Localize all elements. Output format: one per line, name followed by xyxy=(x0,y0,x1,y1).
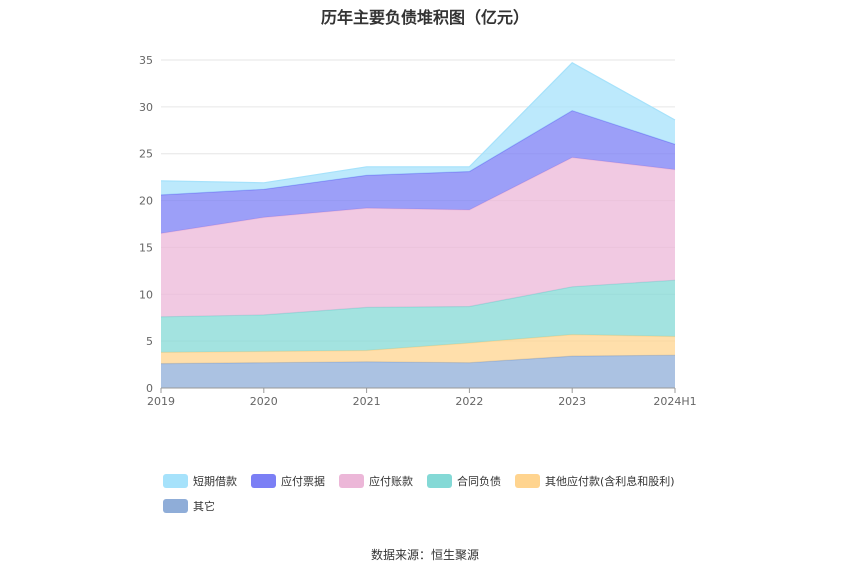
area-series-2[interactable] xyxy=(161,280,675,353)
legend-item[interactable]: 短期借款 xyxy=(163,472,237,489)
y-tick-label: 0 xyxy=(146,382,153,395)
chart-title: 历年主要负债堆积图（亿元） xyxy=(320,8,529,27)
legend-label: 合同负债 xyxy=(457,474,501,488)
x-tick-label: 2022 xyxy=(455,395,483,408)
legend-swatch xyxy=(163,473,188,488)
y-tick-label: 25 xyxy=(139,148,153,161)
legend-label: 应付票据 xyxy=(281,474,325,488)
y-tick-label: 10 xyxy=(139,288,153,301)
axes: 0 5 10 15 20 25 30 35 2019 2020 2021 2022 2023 2024H1 xyxy=(139,54,697,408)
area-series-edge-2 xyxy=(160,279,676,318)
legend-swatch xyxy=(515,473,540,488)
legend-item[interactable]: 合同负债 xyxy=(427,472,501,489)
area-series-1[interactable] xyxy=(161,334,675,364)
y-tick-label: 5 xyxy=(146,335,153,348)
area-series xyxy=(160,62,676,388)
legend-swatch xyxy=(427,473,452,488)
y-tick-label: 20 xyxy=(139,195,153,208)
y-tick-label: 35 xyxy=(139,54,153,67)
x-tick-label: 2023 xyxy=(558,395,586,408)
legend-swatch xyxy=(163,498,188,513)
legend-swatch xyxy=(251,473,276,488)
legend-item[interactable]: 应付账款 xyxy=(339,472,413,489)
area-series-edge-5 xyxy=(160,62,676,184)
legend-item[interactable]: 其他应付款(含利息和股利) xyxy=(515,472,675,489)
y-tick-label: 15 xyxy=(139,241,153,254)
area-series-4[interactable] xyxy=(161,110,675,234)
x-tick-label: 2019 xyxy=(147,395,175,408)
area-series-5[interactable] xyxy=(161,62,675,195)
y-tick-label: 30 xyxy=(139,101,153,114)
legend-label: 短期借款 xyxy=(193,474,237,488)
legend-label: 其他应付款(含利息和股利) xyxy=(545,474,675,488)
legend-label: 应付账款 xyxy=(369,474,413,488)
legend-item[interactable]: 应付票据 xyxy=(251,472,325,489)
legend: 短期借款 应付票据 应付账款 合同负债 其他应付款(含利息和股利) 其它 xyxy=(163,472,723,514)
legend-swatch xyxy=(339,473,364,488)
x-tick-label: 2021 xyxy=(353,395,381,408)
legend-item[interactable]: 其它 xyxy=(163,497,215,514)
x-tick-label: 2024H1 xyxy=(653,395,696,408)
x-tick-label: 2020 xyxy=(250,395,278,408)
legend-label: 其它 xyxy=(193,499,215,513)
area-series-3[interactable] xyxy=(161,157,675,317)
data-source: 数据来源：恒生聚源 xyxy=(370,548,479,562)
area-series-0[interactable] xyxy=(161,355,675,388)
